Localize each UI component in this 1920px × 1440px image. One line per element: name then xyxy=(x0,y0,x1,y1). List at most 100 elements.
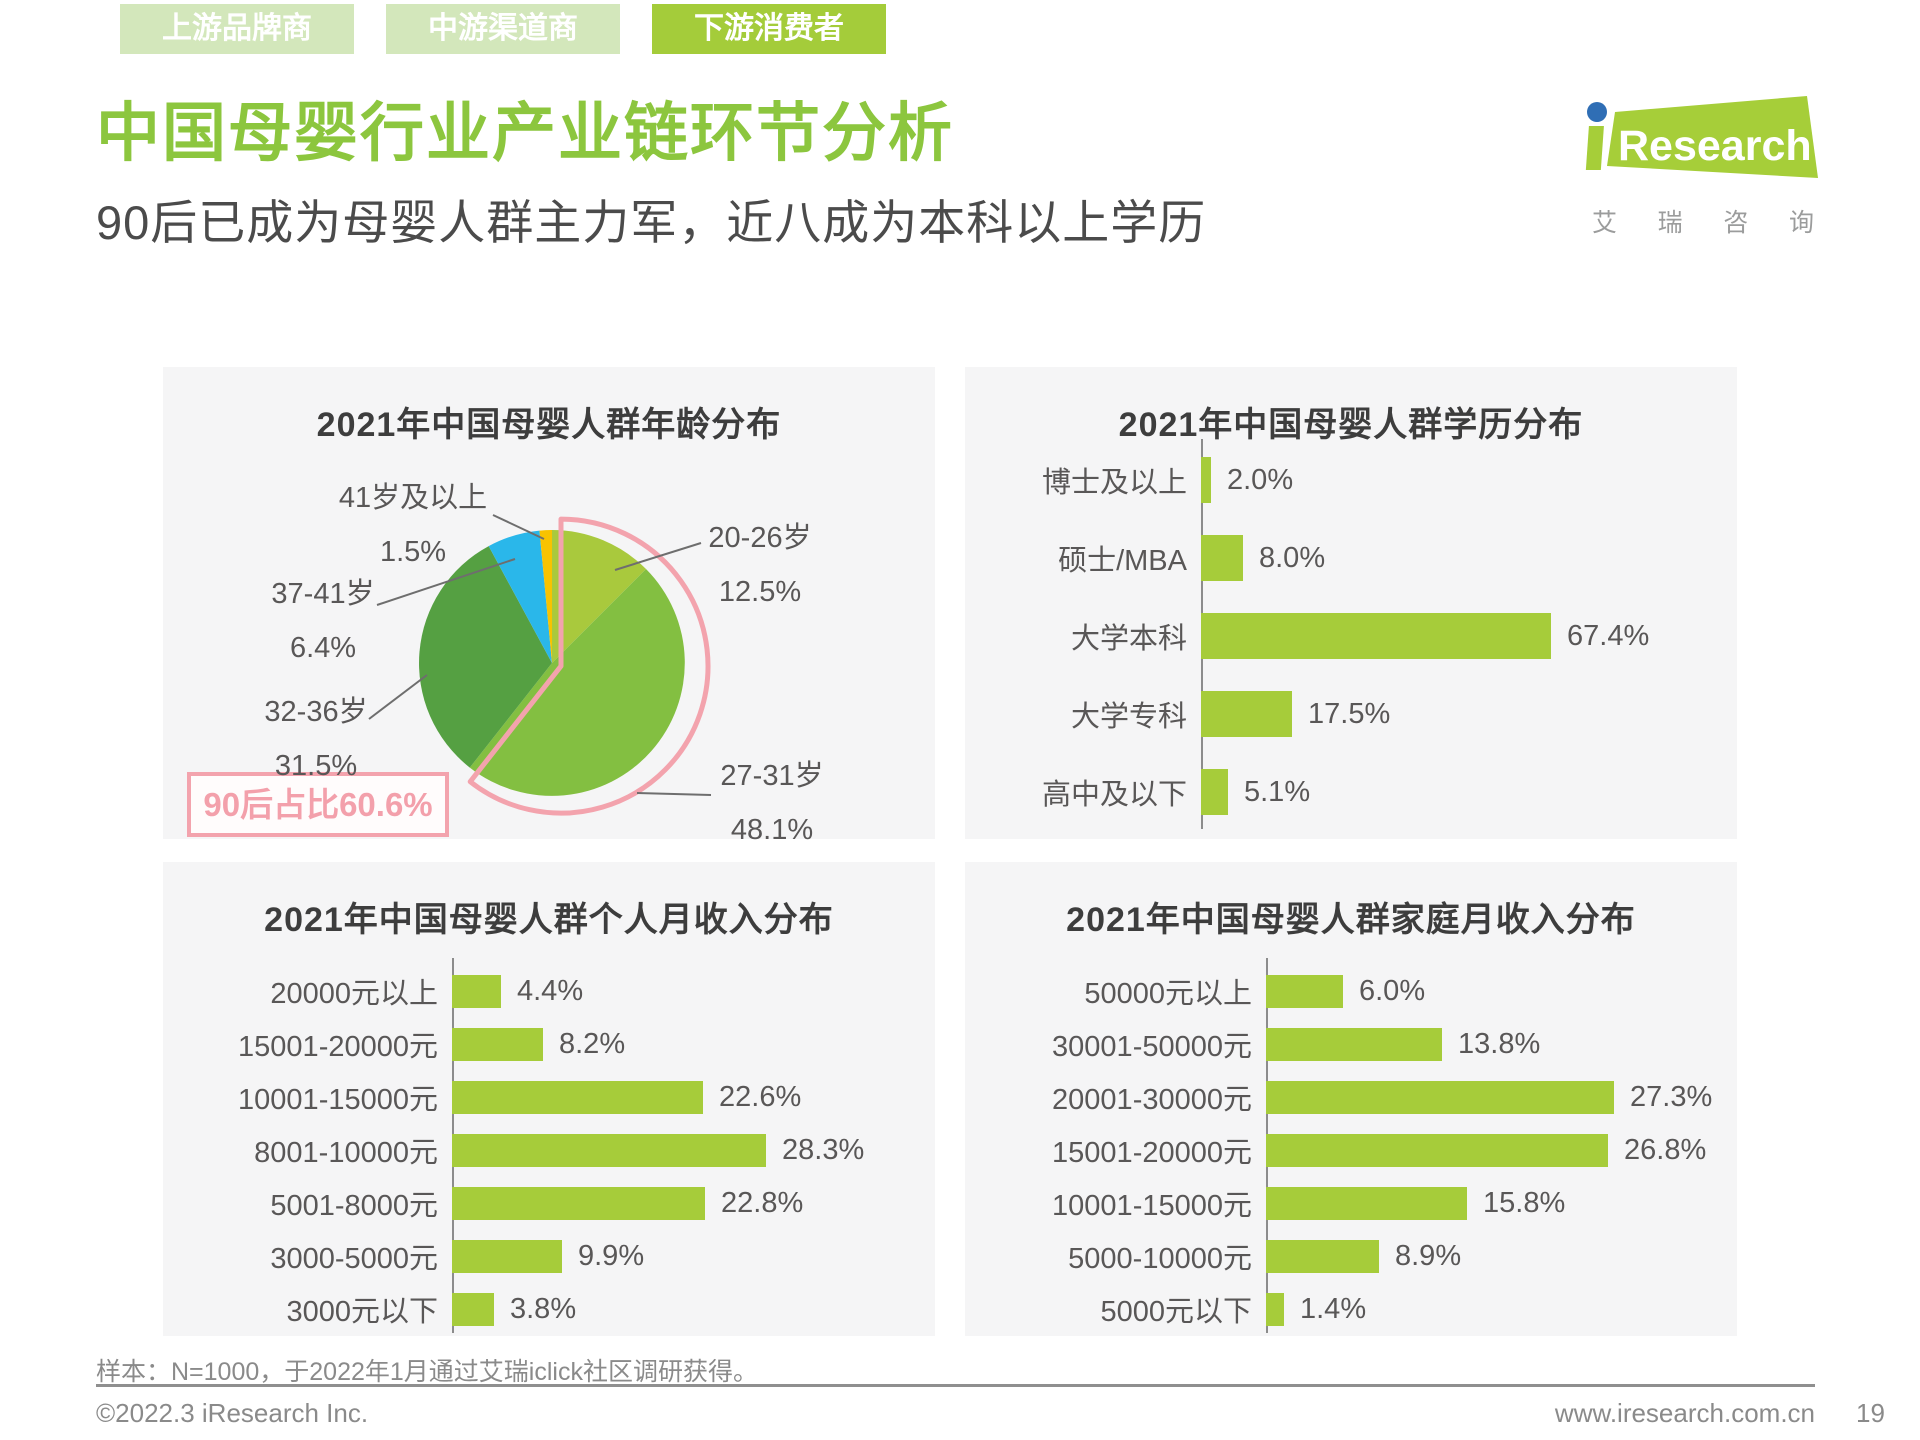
pie-label-value: 12.5% xyxy=(718,576,802,608)
bar-row: 10001-15000元 22.6% xyxy=(163,1071,935,1124)
bar-value-label: 13.8% xyxy=(1458,1027,1541,1060)
bar-value-label: 27.3% xyxy=(1630,1080,1713,1113)
bar-row: 20000元以上 4.4% xyxy=(163,965,935,1018)
pie-label-32-36岁: 32-36岁 31.5% xyxy=(231,685,401,793)
pie-leader-line xyxy=(492,514,545,540)
pie-leader-line xyxy=(376,558,516,606)
bar-category-label: 8001-10000元 xyxy=(254,1137,438,1169)
bar-rect xyxy=(452,1027,543,1061)
chart-title-education: 2021年中国母婴人群学历分布 xyxy=(1118,406,1584,444)
bar-row: 15001-20000元 26.8% xyxy=(965,1124,1737,1177)
panel-education-distribution: 2021年中国母婴人群学历分布 博士及以上 2.0% 硕士/MBA 8.0% 大学本科 6… xyxy=(965,367,1737,839)
bar-category-label: 3000-5000元 xyxy=(270,1243,438,1275)
bar-category-label: 博士及以上 xyxy=(1041,467,1187,499)
logo-brand-text: Research xyxy=(1618,122,1812,170)
bar-row: 5001-8000元 22.8% xyxy=(163,1177,935,1230)
pie-slice-32-36岁 xyxy=(419,546,552,768)
bar-category-label: 20001-30000元 xyxy=(1052,1084,1252,1116)
bar-rect xyxy=(1266,1133,1608,1167)
iresearch-logo-mark: Research xyxy=(1585,96,1818,178)
bar-category-label: 高中及以下 xyxy=(1041,779,1187,811)
bar-value-label: 26.8% xyxy=(1624,1133,1707,1166)
bar-value-label: 8.0% xyxy=(1259,541,1326,574)
bar-category-label: 5001-8000元 xyxy=(270,1190,438,1222)
bar-rect xyxy=(452,1080,703,1114)
bar-category-label: 大学专科 xyxy=(1070,701,1187,733)
bar-row: 大学本科 67.4% xyxy=(965,597,1737,675)
logo-cn-char: 艾 xyxy=(1592,209,1618,237)
pie-slice-37-41岁 xyxy=(488,530,552,663)
bar-rect xyxy=(452,1292,494,1326)
bar-category-label: 30001-50000元 xyxy=(1052,1031,1252,1063)
bar-rect xyxy=(1201,457,1211,503)
bar-row: 3000元以下 3.8% xyxy=(163,1283,935,1336)
bar-rect xyxy=(1266,1239,1379,1273)
bar-row: 8001-10000元 28.3% xyxy=(163,1124,935,1177)
logo-i-dot xyxy=(1587,102,1607,122)
bar-rect xyxy=(452,974,501,1008)
pie-label-27-31岁: 27-31岁 48.1% xyxy=(687,749,857,857)
bar-row: 博士及以上 2.0% xyxy=(965,441,1737,519)
bar-value-label: 3.8% xyxy=(510,1292,577,1325)
bar-row: 3000-5000元 9.9% xyxy=(163,1230,935,1283)
bar-value-label: 15.8% xyxy=(1483,1186,1566,1219)
panel-age-distribution: 2021年中国母婴人群年龄分布 90后占比60.6% 41岁及以上 1.5% 37-… xyxy=(163,367,935,846)
sample-footnote: 样本：N=1000，于2022年1月通过艾瑞iclick社区调研获得。 xyxy=(96,1358,758,1386)
bar-row: 大学专科 17.5% xyxy=(965,675,1737,753)
bar-row: 5000元以下 1.4% xyxy=(965,1283,1737,1336)
age-pie-svg xyxy=(368,514,712,816)
bar-value-label: 22.6% xyxy=(719,1080,802,1113)
bar-value-label: 1.4% xyxy=(1300,1292,1367,1325)
bar-value-label: 2.0% xyxy=(1227,463,1294,496)
bar-row: 10001-15000元 15.8% xyxy=(965,1177,1737,1230)
bar-rect xyxy=(452,1186,705,1220)
pie-leader-line xyxy=(636,792,712,796)
pie-slice-41岁及以上 xyxy=(539,530,552,663)
pie-label-text: 32-36岁 xyxy=(264,696,368,728)
chart-title-family-income: 2021年中国母婴人群家庭月收入分布 xyxy=(1066,901,1636,939)
bar-category-label: 5000元以下 xyxy=(1100,1296,1252,1328)
bar-row: 高中及以下 5.1% xyxy=(965,753,1737,831)
tab-downstream-consumers[interactable]: 下游消费者 xyxy=(652,4,886,54)
logo-cn-char: 瑞 xyxy=(1657,209,1683,237)
page-title: 中国母婴行业产业链环节分析 xyxy=(96,97,954,169)
bar-rect xyxy=(452,1239,562,1273)
bar-category-label: 3000元以下 xyxy=(286,1296,438,1328)
pie-slice-20-26岁 xyxy=(552,530,646,663)
bar-value-label: 67.4% xyxy=(1567,619,1650,652)
pie-label-text: 27-31岁 xyxy=(720,760,824,792)
bar-row: 15001-20000元 8.2% xyxy=(163,1018,935,1071)
bar-value-label: 9.9% xyxy=(578,1239,645,1272)
panel-personal-income: 2021年中国母婴人群个人月收入分布 20000元以上 4.4% 15001-200… xyxy=(163,862,935,1336)
bar-rect xyxy=(1266,1292,1284,1326)
bar-row: 30001-50000元 13.8% xyxy=(965,1018,1737,1071)
pie-label-value: 1.5% xyxy=(379,536,447,568)
pie-slice-27-31岁 xyxy=(469,569,685,796)
bar-value-label: 8.2% xyxy=(559,1027,626,1060)
bar-row: 5000-10000元 8.9% xyxy=(965,1230,1737,1283)
bar-category-label: 15001-20000元 xyxy=(238,1031,438,1063)
bar-rect xyxy=(1201,613,1551,659)
logo-cn-char: 询 xyxy=(1788,209,1814,237)
highlight-arc-90s xyxy=(467,516,711,816)
bar-rect xyxy=(1201,691,1292,737)
bar-category-label: 硕士/MBA xyxy=(1058,545,1187,577)
logo-chinese-name: 艾 瑞 咨 询 xyxy=(1592,203,1814,239)
bar-rect xyxy=(1266,1027,1442,1061)
pie-label-value: 6.4% xyxy=(289,632,357,664)
bar-category-label: 10001-15000元 xyxy=(238,1084,438,1116)
bar-value-label: 22.8% xyxy=(721,1186,804,1219)
pie-leader-line xyxy=(368,674,428,720)
tab-upstream-brands[interactable]: 上游品牌商 xyxy=(120,4,354,54)
bar-value-label: 8.9% xyxy=(1395,1239,1462,1272)
pie-label-20-26岁: 20-26岁 12.5% xyxy=(675,511,845,619)
website-link[interactable]: www.iresearch.com.cn xyxy=(1554,1398,1815,1428)
highlight-callout-90s: 90后占比60.6% xyxy=(187,772,449,837)
pie-label-text: 20-26岁 xyxy=(708,522,812,554)
copyright-text: ©2022.3 iResearch Inc. xyxy=(96,1398,369,1428)
bar-value-label: 5.1% xyxy=(1244,775,1311,808)
bar-row: 50000元以上 6.0% xyxy=(965,965,1737,1018)
tab-midstream-channels[interactable]: 中游渠道商 xyxy=(386,4,620,54)
panel-family-income: 2021年中国母婴人群家庭月收入分布 50000元以上 6.0% 30001-500… xyxy=(965,862,1737,1336)
